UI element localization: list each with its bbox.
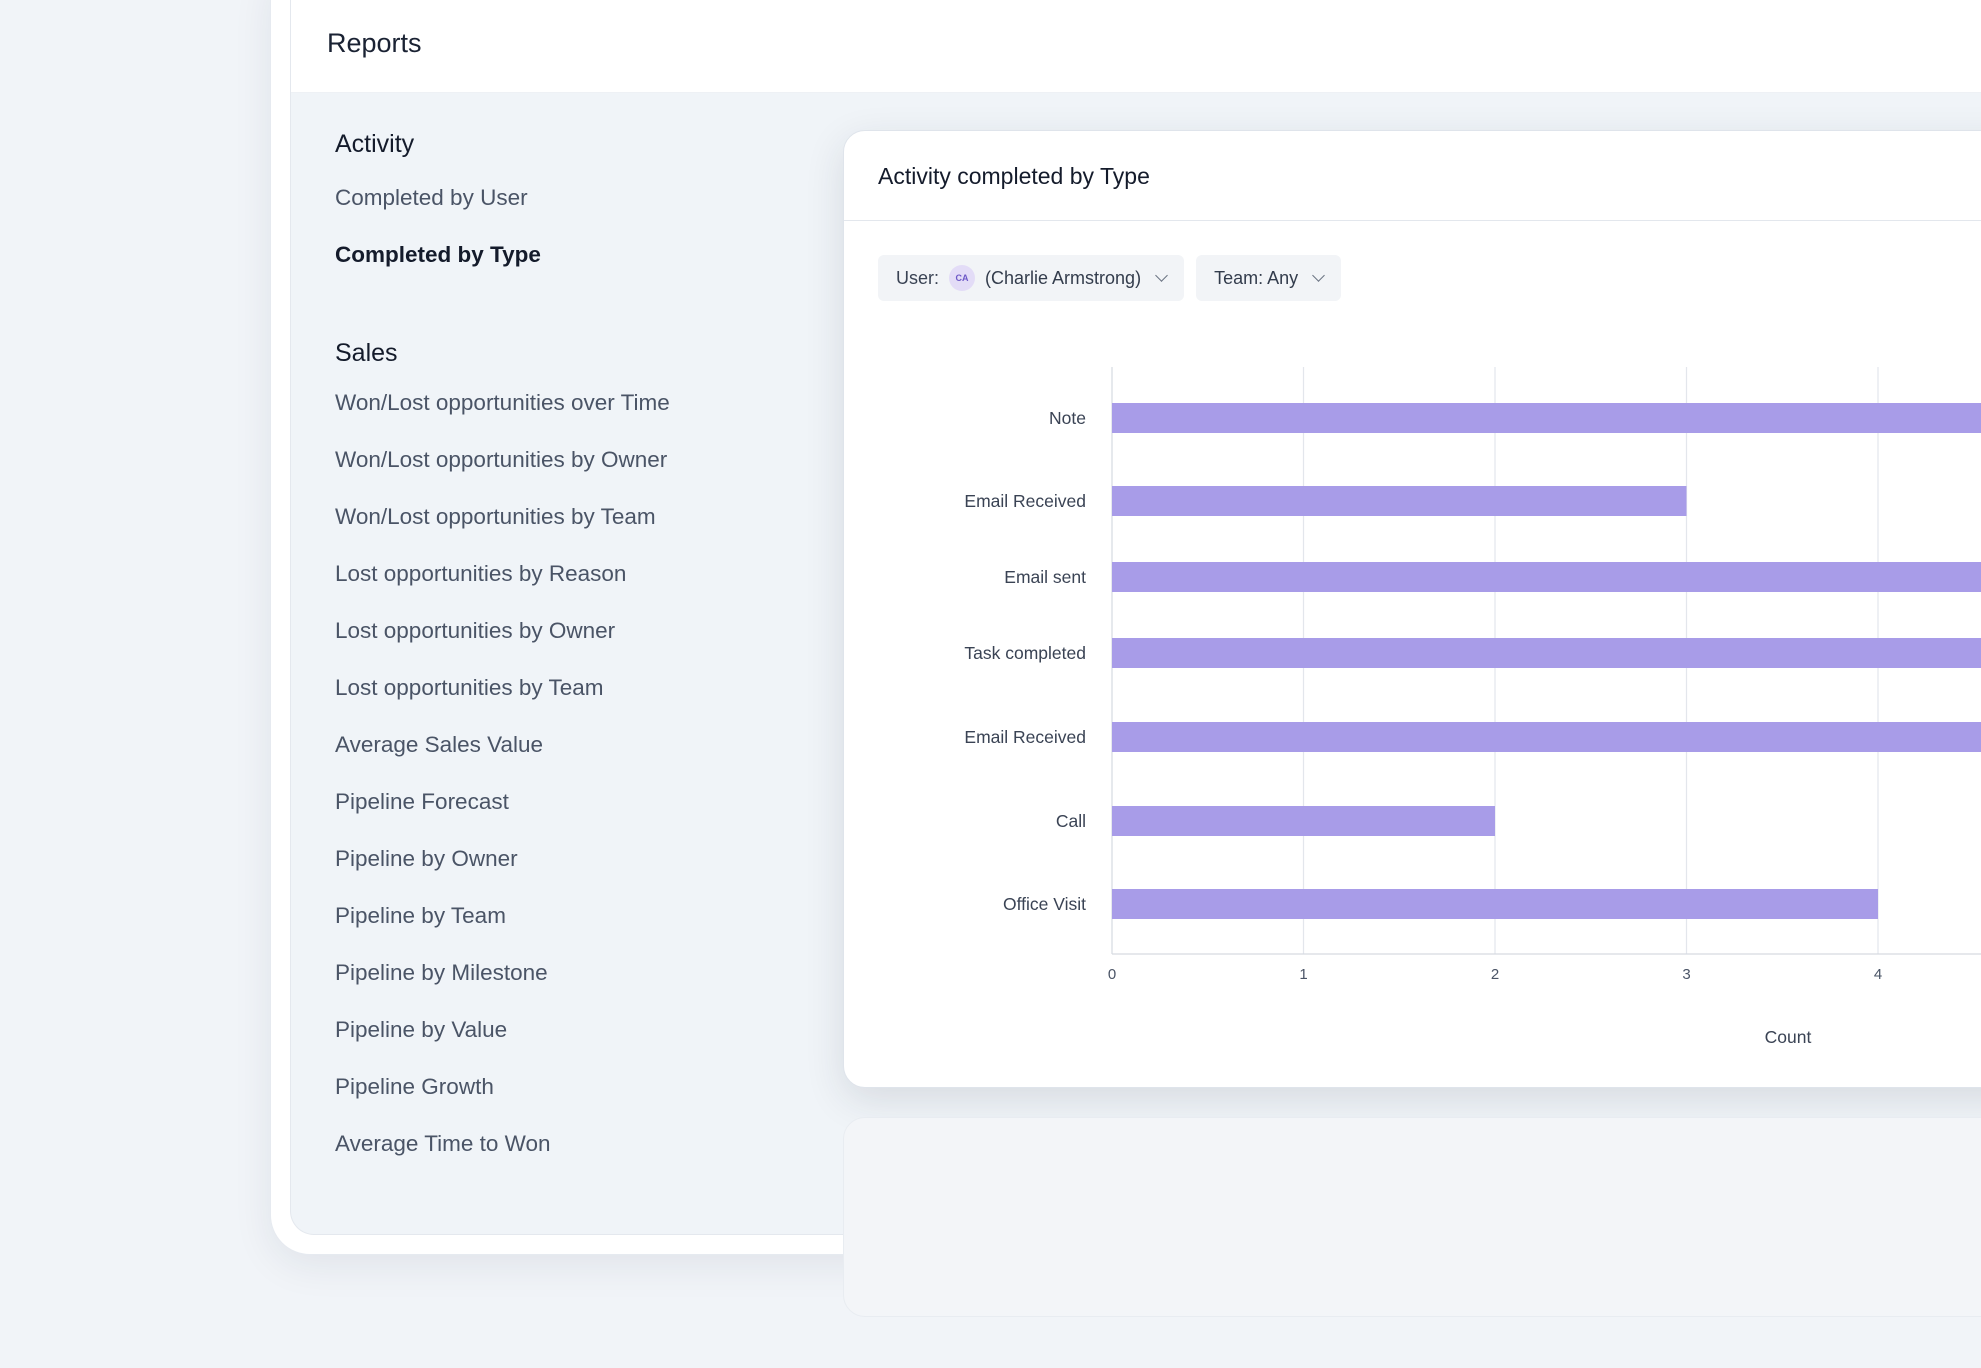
nav-item-won-lost-by-team[interactable]: Won/Lost opportunities by Team: [335, 504, 656, 529]
nav-item-average-time-to-won[interactable]: Average Time to Won: [335, 1131, 551, 1156]
user-filter-value: (Charlie Armstrong): [985, 267, 1142, 288]
card-title: Activity completed by Type: [878, 163, 1150, 189]
nav-heading-activity: Activity: [335, 130, 415, 158]
nav-item-pipeline-by-milestone[interactable]: Pipeline by Milestone: [335, 960, 548, 985]
team-filter-dropdown[interactable]: Team: Any: [1196, 255, 1342, 301]
category-label: Email Received: [964, 727, 1086, 747]
category-label: Note: [1049, 408, 1086, 428]
category-label: Email sent: [1004, 567, 1086, 587]
category-label: Call: [1056, 811, 1086, 831]
nav-group-sales: Sales Won/Lost opportunities over Time W…: [335, 339, 775, 1172]
bar: [1112, 806, 1495, 836]
nav-group-activity: Activity Completed by User Completed by …: [335, 130, 775, 283]
user-filter-label: User:: [896, 267, 940, 288]
nav-item-average-sales-value[interactable]: Average Sales Value: [335, 732, 544, 757]
nav-item-won-lost-by-owner[interactable]: Won/Lost opportunities by Owner: [335, 447, 668, 472]
bar: [1112, 722, 1981, 752]
avatar: CA: [949, 265, 976, 291]
x-tick-label: 2: [1491, 966, 1499, 983]
team-filter-label: Team: Any: [1214, 267, 1299, 288]
x-tick-label: 4: [1874, 966, 1882, 983]
nav-heading-sales: Sales: [335, 339, 398, 367]
top-bar: Reports: [291, 0, 1981, 93]
secondary-card: [843, 1117, 1981, 1317]
nav-item-pipeline-by-team[interactable]: Pipeline by Team: [335, 903, 506, 928]
nav-item-completed-by-user[interactable]: Completed by User: [335, 185, 528, 210]
nav-item-won-lost-over-time[interactable]: Won/Lost opportunities over Time: [335, 390, 670, 415]
nav-item-completed-by-type[interactable]: Completed by Type: [335, 242, 541, 267]
bar: [1112, 403, 1981, 433]
bar-chart: Note Email Received Email sent Task complet…: [964, 367, 1981, 1047]
nav-item-pipeline-by-value[interactable]: Pipeline by Value: [335, 1017, 508, 1042]
card-header: Activity completed by Type: [844, 131, 1981, 221]
bar: [1112, 889, 1878, 919]
bar: [1112, 486, 1687, 516]
nav-item-pipeline-forecast[interactable]: Pipeline Forecast: [335, 789, 509, 814]
category-label: Office Visit: [1003, 894, 1086, 914]
x-tick-label: 3: [1682, 966, 1690, 983]
report-nav: Activity Completed by User Completed by …: [335, 130, 775, 1172]
report-card: Activity completed by Type User: CA (Cha…: [843, 130, 1981, 1088]
user-filter-dropdown[interactable]: User: CA (Charlie Armstrong): [878, 255, 1185, 301]
nav-item-lost-by-owner[interactable]: Lost opportunities by Owner: [335, 618, 616, 643]
page-title: Reports: [327, 28, 422, 58]
category-label: Email Received: [964, 491, 1086, 511]
nav-item-lost-by-reason[interactable]: Lost opportunities by Reason: [335, 561, 627, 586]
filters-bar: User: CA (Charlie Armstrong) Team: Any: [878, 255, 1342, 301]
nav-item-pipeline-growth[interactable]: Pipeline Growth: [335, 1074, 494, 1099]
category-label: Task completed: [964, 643, 1086, 663]
x-tick-label: 0: [1108, 966, 1116, 983]
bar: [1112, 638, 1981, 668]
x-tick-label: 1: [1299, 966, 1307, 983]
bar: [1112, 562, 1981, 592]
nav-item-lost-by-team[interactable]: Lost opportunities by Team: [335, 675, 604, 700]
x-axis-label: Count: [1765, 1027, 1812, 1047]
nav-item-pipeline-by-owner[interactable]: Pipeline by Owner: [335, 846, 518, 871]
